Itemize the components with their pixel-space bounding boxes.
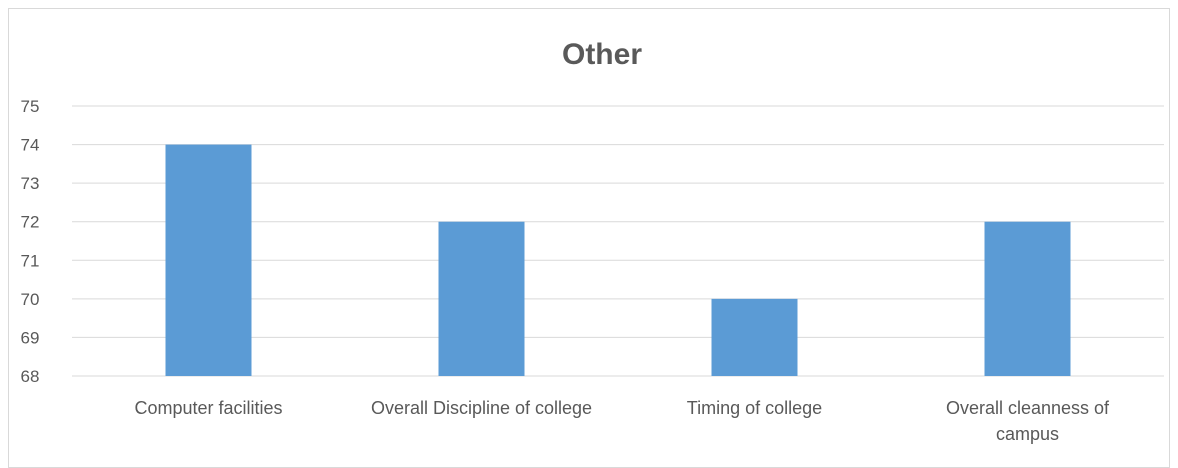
x-tick-label-line: Overall cleanness of (946, 398, 1110, 418)
bar (711, 298, 798, 376)
gridlines (72, 105, 1164, 377)
chart-title: Other (562, 38, 642, 71)
y-tick-label: 70 (21, 290, 40, 309)
x-tick-label: Overall cleanness of campus (946, 398, 1110, 444)
y-tick-label: 72 (21, 213, 40, 232)
y-tick-label: 75 (21, 97, 40, 116)
x-tick-label-line: campus (996, 424, 1059, 444)
x-tick-label: Overall Discipline of college (371, 398, 592, 418)
bar (984, 221, 1071, 376)
bar (438, 221, 525, 376)
x-tick-label-line: Overall Discipline of college (371, 398, 592, 418)
x-tick-label: Timing of college (687, 398, 822, 418)
bars (165, 144, 1071, 376)
x-tick-label-line: Computer facilities (134, 398, 282, 418)
y-tick-label: 73 (21, 174, 40, 193)
x-tick-label: Computer facilities (134, 398, 282, 418)
y-tick-label: 74 (21, 136, 40, 155)
bar (165, 144, 252, 376)
x-axis: Computer facilities Overall Discipline of… (134, 398, 1110, 444)
y-tick-label: 69 (21, 328, 40, 347)
y-tick-label: 68 (21, 367, 40, 386)
y-tick-label: 71 (21, 251, 40, 270)
x-tick-label-line: Timing of college (687, 398, 822, 418)
y-axis: 68 69 70 71 72 73 74 75 (21, 97, 40, 386)
